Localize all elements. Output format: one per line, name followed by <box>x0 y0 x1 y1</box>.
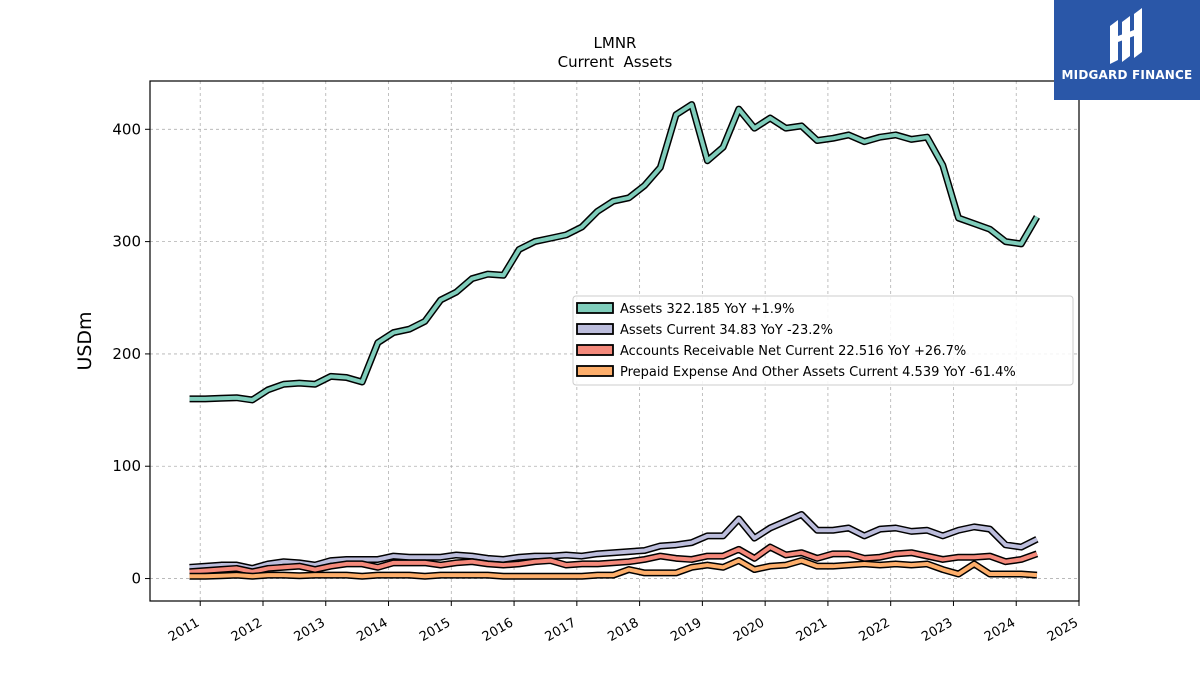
x-tick-label: 2022 <box>857 615 893 645</box>
legend: Assets 322.185 YoY +1.9% Assets Current 3… <box>572 295 1074 386</box>
series-group <box>189 101 1040 580</box>
series-line <box>189 512 1038 571</box>
series-line <box>189 558 1038 579</box>
chart-title: LMNR <box>594 34 637 52</box>
x-tick-label: 2013 <box>292 615 328 645</box>
series-prepaid-expense-and-other-assets-current <box>189 557 1038 580</box>
y-tick-label: 200 <box>112 345 141 363</box>
legend-entry: Assets 322.185 YoY +1.9% <box>620 302 795 317</box>
series-accounts-receivable-net-current <box>189 543 1039 576</box>
series-line <box>189 102 1039 402</box>
x-tick-label: 2021 <box>794 615 830 645</box>
legend-swatch <box>576 302 614 314</box>
x-tick-label: 2023 <box>919 615 955 645</box>
x-tick-label: 2020 <box>731 615 767 645</box>
legend-entry: Accounts Receivable Net Current 22.516 Y… <box>620 344 966 359</box>
legend-box <box>572 295 1074 386</box>
x-tick-label: 2018 <box>605 615 641 645</box>
series-assets-current <box>189 511 1039 572</box>
legend-swatch <box>576 344 614 356</box>
x-tick-label: 2011 <box>166 615 202 645</box>
x-tick-label: 2025 <box>1045 615 1081 645</box>
plot-frame <box>149 80 1080 602</box>
logo-wordmark: MIDGARD FINANCE <box>1061 68 1193 82</box>
y-tick-label: 0 <box>131 570 141 588</box>
y-tick-label: 400 <box>112 120 141 138</box>
legend-entry: Prepaid Expense And Other Assets Current… <box>620 365 1016 380</box>
legend-entry: Assets Current 34.83 YoY -23.2% <box>620 323 833 338</box>
midgard-logo-icon <box>1110 8 1142 64</box>
legend-swatch <box>576 365 614 377</box>
chart-subtitle: Current Assets <box>558 53 673 71</box>
brand-logo: MIDGARD FINANCE <box>1054 0 1200 100</box>
x-tick-label: 2024 <box>982 615 1018 645</box>
y-tick-label: 100 <box>112 457 141 475</box>
x-tick-label: 2017 <box>543 615 579 645</box>
series-line <box>189 545 1038 574</box>
y-axis-label: USDm <box>74 311 96 370</box>
x-tick-label: 2019 <box>668 615 704 645</box>
legend-swatch <box>576 323 614 335</box>
x-tick-label: 2012 <box>229 615 265 645</box>
x-tick-label: 2016 <box>480 615 516 645</box>
y-tick-label: 300 <box>112 233 141 251</box>
series-assets <box>189 101 1040 404</box>
x-tick-label: 2015 <box>417 615 453 645</box>
x-tick-label: 2014 <box>354 615 390 645</box>
